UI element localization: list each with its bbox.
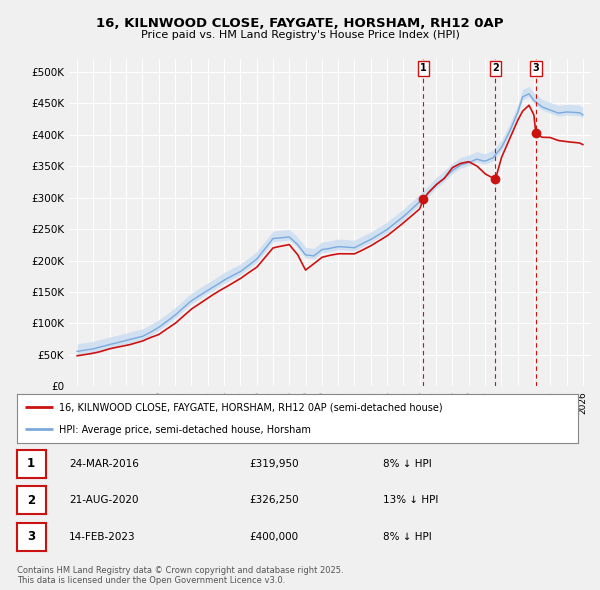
Text: 16, KILNWOOD CLOSE, FAYGATE, HORSHAM, RH12 0AP: 16, KILNWOOD CLOSE, FAYGATE, HORSHAM, RH…	[96, 17, 504, 30]
Text: HPI: Average price, semi-detached house, Horsham: HPI: Average price, semi-detached house,…	[59, 425, 311, 435]
Text: 13% ↓ HPI: 13% ↓ HPI	[383, 496, 438, 505]
Text: £319,950: £319,950	[249, 459, 299, 468]
Text: Price paid vs. HM Land Registry's House Price Index (HPI): Price paid vs. HM Land Registry's House …	[140, 30, 460, 40]
Text: Contains HM Land Registry data © Crown copyright and database right 2025.
This d: Contains HM Land Registry data © Crown c…	[17, 566, 343, 585]
Text: 1: 1	[27, 457, 35, 470]
Text: 3: 3	[532, 64, 539, 73]
Text: 21-AUG-2020: 21-AUG-2020	[69, 496, 139, 505]
Text: 16, KILNWOOD CLOSE, FAYGATE, HORSHAM, RH12 0AP (semi-detached house): 16, KILNWOOD CLOSE, FAYGATE, HORSHAM, RH…	[59, 402, 443, 412]
Text: 1: 1	[420, 64, 427, 73]
Text: 14-FEB-2023: 14-FEB-2023	[69, 532, 136, 542]
Text: 8% ↓ HPI: 8% ↓ HPI	[383, 532, 431, 542]
Text: 8% ↓ HPI: 8% ↓ HPI	[383, 459, 431, 468]
Text: 3: 3	[27, 530, 35, 543]
Text: 24-MAR-2016: 24-MAR-2016	[69, 459, 139, 468]
Text: 2: 2	[27, 494, 35, 507]
Text: £326,250: £326,250	[249, 496, 299, 505]
Text: £400,000: £400,000	[249, 532, 298, 542]
Text: 2: 2	[492, 64, 499, 73]
